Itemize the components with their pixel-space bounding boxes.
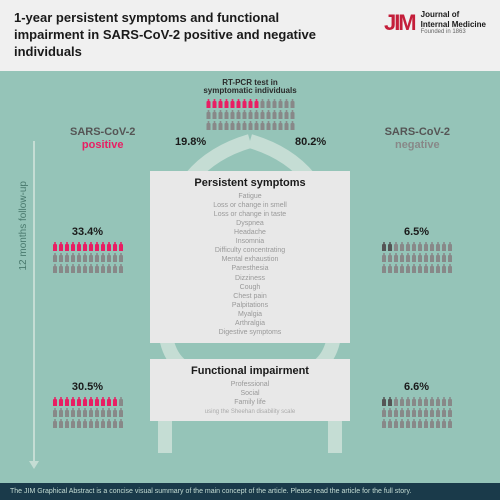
people-pos-symptoms: 33.4%: [52, 226, 123, 274]
label-positive: SARS-CoV-2 positive: [70, 126, 135, 152]
timeline-arrow: [33, 141, 35, 461]
pct-positive: 19.8%: [175, 136, 206, 148]
logo-mark: JIM: [384, 10, 415, 36]
followup-label: 12 months follow-up: [18, 181, 29, 271]
footer: The JIM Graphical Abstract is a concise …: [0, 483, 500, 500]
people-neg-symptoms: 6.5%: [381, 226, 452, 274]
logo: JIM Journal of Internal Medicine Founded…: [384, 10, 486, 36]
label-negative: SARS-CoV-2 negative: [385, 126, 450, 152]
header: 1-year persistent symptoms and functiona…: [0, 0, 500, 71]
top-people-grid: [206, 99, 295, 131]
top-label: RT-PCR test in symptomatic individuals: [203, 79, 296, 97]
pct-negative: 80.2%: [295, 136, 326, 148]
people-neg-impairment: 6.6%: [381, 381, 452, 429]
main: 12 months follow-up RT-PCR test in sympt…: [0, 71, 500, 491]
box-functional: Functional impairment ProfessionalSocial…: [150, 359, 350, 421]
logo-text: Journal of Internal Medicine Founded in …: [421, 10, 486, 36]
page-title: 1-year persistent symptoms and functiona…: [14, 10, 324, 61]
people-pos-impairment: 30.5%: [52, 381, 123, 429]
box-persistent: Persistent symptoms FatigueLoss or chang…: [150, 171, 350, 344]
